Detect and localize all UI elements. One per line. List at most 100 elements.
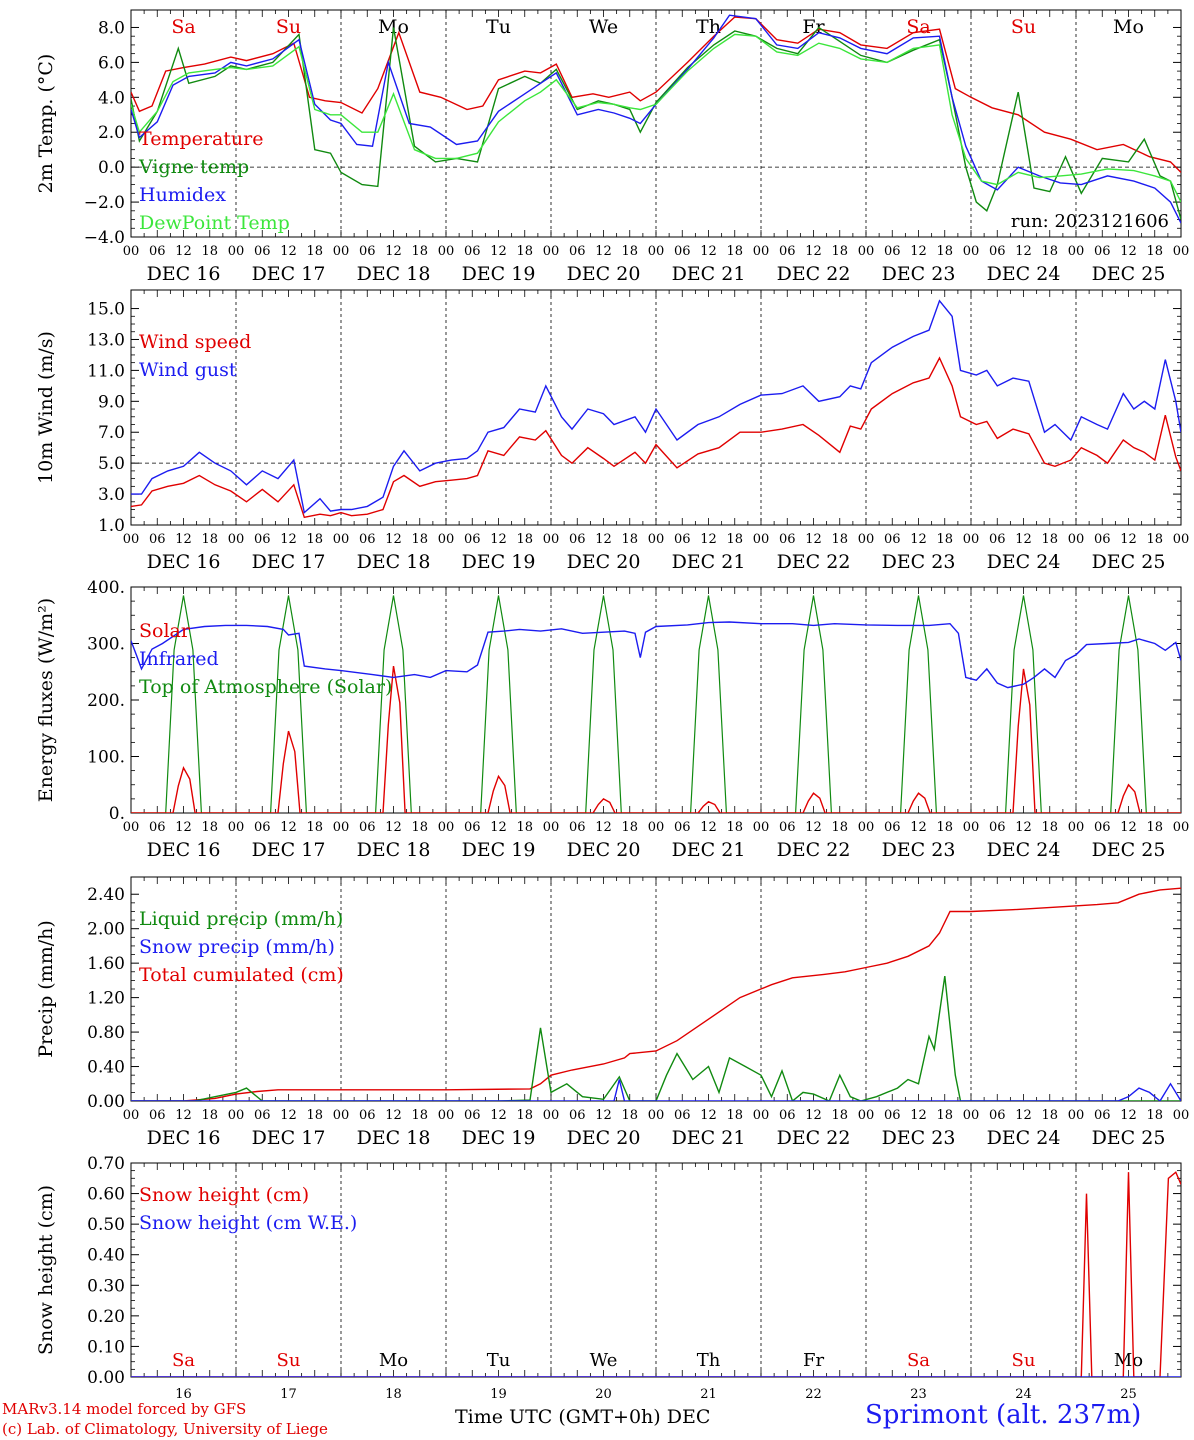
hour-tick-label: 18 <box>1041 532 1058 547</box>
hour-tick-label: 06 <box>359 1108 376 1123</box>
legend-entry: Humidex <box>139 184 226 206</box>
hour-tick-label: 00 <box>438 532 455 547</box>
hour-tick-label: 18 <box>1146 1108 1163 1123</box>
hour-tick-label: 00 <box>228 244 245 259</box>
hour-tick-label: 12 <box>700 1108 717 1123</box>
legend-entry: Infrared <box>139 648 219 670</box>
hour-tick-label: 12 <box>805 532 822 547</box>
hour-tick-label: 06 <box>1094 532 1111 547</box>
hour-tick-label: 00 <box>123 244 140 259</box>
hour-tick-label: 18 <box>201 532 218 547</box>
hour-tick-label: 00 <box>648 820 665 835</box>
hour-tick-label: 18 <box>201 1108 218 1123</box>
hour-tick-label: 12 <box>1015 244 1032 259</box>
hour-tick-label: 12 <box>280 244 297 259</box>
y-tick-label: 1.20 <box>87 989 125 1009</box>
hour-tick-label: 00 <box>858 820 875 835</box>
hour-tick-label: 00 <box>543 532 560 547</box>
hour-tick-label: 00 <box>858 1108 875 1123</box>
hour-tick-label: 00 <box>333 1108 350 1123</box>
hour-tick-label: 00 <box>963 532 980 547</box>
hour-tick-label: 18 <box>411 532 428 547</box>
day-name: Mo <box>378 16 409 38</box>
series-line-total-cumulated-cm- <box>131 887 1181 1101</box>
y-tick-label: 5.0 <box>98 454 125 474</box>
hour-tick-label: 06 <box>254 244 271 259</box>
hour-tick-label: 06 <box>989 1108 1006 1123</box>
hour-tick-label: 06 <box>674 1108 691 1123</box>
hour-tick-label: 06 <box>1094 1108 1111 1123</box>
date-label: DEC 19 <box>462 551 536 573</box>
y-axis-label: 2m Temp. (°C) <box>35 54 57 194</box>
hour-tick-label: 06 <box>149 244 166 259</box>
y-tick-label: −2.0 <box>84 193 125 213</box>
hour-tick-label: 18 <box>831 244 848 259</box>
hour-tick-label: 12 <box>595 820 612 835</box>
y-tick-label: 0.80 <box>87 1023 125 1043</box>
date-label: DEC 21 <box>672 263 746 285</box>
day-name: Tu <box>486 16 511 38</box>
run-label: run: 2023121606 <box>1011 211 1169 232</box>
series-line-snow-height-cm- <box>131 1171 1181 1377</box>
hour-tick-label: 12 <box>490 820 507 835</box>
date-label: DEC 22 <box>777 551 851 573</box>
date-label: DEC 19 <box>462 839 536 861</box>
y-tick-label: 0.20 <box>87 1307 125 1327</box>
hour-tick-label: 12 <box>280 820 297 835</box>
hour-tick-label: 12 <box>1015 532 1032 547</box>
hour-tick-label: 12 <box>700 532 717 547</box>
hour-tick-label: 00 <box>543 1108 560 1123</box>
hour-tick-label: 18 <box>726 244 743 259</box>
hour-tick-label: 00 <box>228 532 245 547</box>
hour-tick-label: 00 <box>1068 820 1085 835</box>
date-label: DEC 16 <box>147 551 221 573</box>
hour-tick-label: 18 <box>936 532 953 547</box>
date-label: DEC 22 <box>777 839 851 861</box>
hour-tick-label: 18 <box>1146 532 1163 547</box>
hour-tick-label: 18 <box>831 1108 848 1123</box>
day-number: 18 <box>385 1387 402 1402</box>
legend-entry: Wind speed <box>139 331 251 353</box>
day-name: We <box>590 1350 618 1371</box>
date-label: DEC 18 <box>357 551 431 573</box>
hour-tick-label: 18 <box>621 244 638 259</box>
hour-tick-label: 18 <box>621 1108 638 1123</box>
hour-tick-label: 12 <box>175 244 192 259</box>
hour-tick-label: 06 <box>569 1108 586 1123</box>
y-tick-label: 3.0 <box>98 485 125 505</box>
series-line-infrared <box>131 621 1181 689</box>
y-tick-label: 0.00 <box>87 1368 125 1388</box>
hour-tick-label: 00 <box>648 244 665 259</box>
hour-tick-label: 06 <box>1094 244 1111 259</box>
hour-tick-label: 00 <box>438 244 455 259</box>
hour-tick-label: 18 <box>516 820 533 835</box>
hour-tick-label: 00 <box>228 1108 245 1123</box>
hour-tick-label: 18 <box>306 532 323 547</box>
hour-tick-label: 12 <box>910 532 927 547</box>
day-number: 24 <box>1015 1387 1032 1402</box>
series-group <box>131 595 1181 813</box>
hour-tick-label: 12 <box>700 244 717 259</box>
hour-tick-label: 18 <box>1146 244 1163 259</box>
hour-tick-label: 00 <box>1173 1108 1190 1123</box>
hour-tick-label: 06 <box>884 820 901 835</box>
station-name: Sprimont (alt. 237m) <box>865 1400 1142 1430</box>
hour-tick-label: 00 <box>963 820 980 835</box>
hour-tick-label: 00 <box>543 820 560 835</box>
hour-tick-label: 00 <box>963 1108 980 1123</box>
day-name: Mo <box>1113 16 1144 38</box>
x-minor-ticks <box>130 290 1182 525</box>
day-number: 22 <box>805 1387 822 1402</box>
y-tick-label: 0.00 <box>87 1092 125 1112</box>
hour-tick-label: 12 <box>805 820 822 835</box>
date-label: DEC 23 <box>882 551 956 573</box>
hour-tick-label: 06 <box>149 532 166 547</box>
y-tick-label: 8.0 <box>98 18 125 38</box>
series-group <box>131 14 1181 224</box>
day-name: Th <box>696 16 721 38</box>
panel-precip: 0.00 0.40 0.80 1.20 1.60 2.00 2.40 Precip (mm/h… <box>35 876 1190 1149</box>
hour-tick-label: 00 <box>123 532 140 547</box>
hour-tick-label: 00 <box>438 1108 455 1123</box>
series-line-solar <box>131 665 1181 813</box>
